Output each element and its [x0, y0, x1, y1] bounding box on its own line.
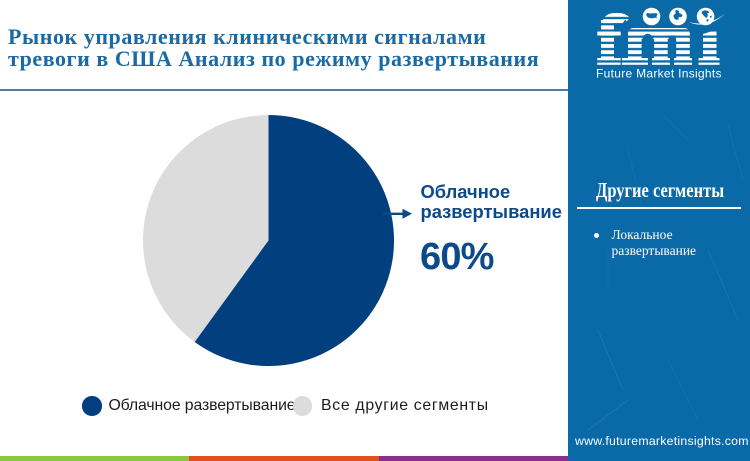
svg-text:Future Market Insights: Future Market Insights: [596, 67, 722, 81]
